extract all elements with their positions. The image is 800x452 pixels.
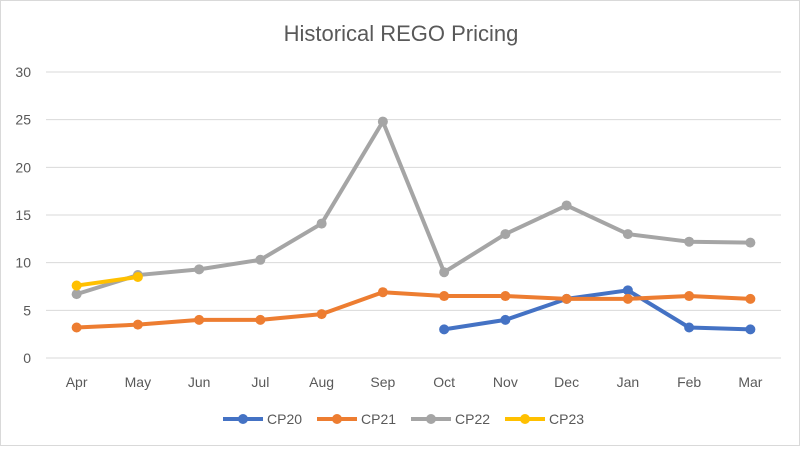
data-point-cp20 xyxy=(622,285,633,296)
series-line-cp23 xyxy=(76,274,139,288)
data-point-cp20 xyxy=(684,322,695,333)
legend-label: CP22 xyxy=(455,411,490,427)
data-point-cp21 xyxy=(684,291,695,302)
legend-marker xyxy=(332,414,342,424)
data-point-cp22 xyxy=(439,267,450,278)
data-point-cp21 xyxy=(316,309,327,320)
data-point-cp21 xyxy=(622,293,633,304)
data-point-cp22 xyxy=(377,116,388,127)
data-point-cp21 xyxy=(745,293,756,304)
data-point-cp22 xyxy=(255,254,266,265)
y-tick-label: 15 xyxy=(15,207,31,223)
x-tick-label: Apr xyxy=(66,374,88,390)
data-point-cp21 xyxy=(132,319,143,330)
data-point-cp22 xyxy=(316,218,327,229)
y-tick-label: 10 xyxy=(15,255,31,271)
data-point-cp20 xyxy=(500,314,511,325)
x-tick-label: Sep xyxy=(370,374,395,390)
data-point-cp21 xyxy=(255,314,266,325)
legend-label: CP20 xyxy=(267,411,302,427)
legend-label: CP23 xyxy=(549,411,584,427)
data-point-cp21 xyxy=(71,322,82,333)
y-tick-label: 5 xyxy=(23,302,31,318)
data-point-cp20 xyxy=(745,324,756,335)
chart-title: Historical REGO Pricing xyxy=(284,21,519,46)
data-point-cp22 xyxy=(622,229,633,240)
legend-label: CP21 xyxy=(361,411,396,427)
x-tick-label: Jul xyxy=(251,374,269,390)
legend-marker xyxy=(238,414,248,424)
data-point-cp21 xyxy=(194,314,205,325)
y-tick-label: 25 xyxy=(15,112,31,128)
data-point-cp21 xyxy=(377,287,388,298)
x-tick-label: Feb xyxy=(677,374,701,390)
x-tick-label: Aug xyxy=(309,374,334,390)
y-tick-label: 20 xyxy=(15,159,31,175)
x-tick-label: Jan xyxy=(617,374,640,390)
series-line-cp20 xyxy=(443,288,751,332)
x-tick-label: Jun xyxy=(188,374,211,390)
data-point-cp22 xyxy=(561,200,572,211)
data-point-cp22 xyxy=(71,289,82,300)
data-point-cp22 xyxy=(745,237,756,248)
x-tick-label: Oct xyxy=(433,374,455,390)
series-line-cp21 xyxy=(76,290,751,330)
x-tick-label: May xyxy=(125,374,151,390)
legend-marker xyxy=(520,414,530,424)
series-line-cp22 xyxy=(76,119,751,297)
y-tick-label: 0 xyxy=(23,350,31,366)
x-tick-label: Mar xyxy=(738,374,762,390)
data-point-cp23 xyxy=(71,280,82,291)
data-point-cp23 xyxy=(132,271,143,282)
legend-marker xyxy=(426,414,436,424)
x-tick-label: Dec xyxy=(554,374,579,390)
y-tick-label: 30 xyxy=(15,64,31,80)
data-point-cp20 xyxy=(439,324,450,335)
data-point-cp22 xyxy=(500,229,511,240)
data-point-cp21 xyxy=(500,291,511,302)
data-point-cp22 xyxy=(684,236,695,247)
x-tick-label: Nov xyxy=(493,374,518,390)
data-point-cp22 xyxy=(194,264,205,275)
data-point-cp21 xyxy=(439,291,450,302)
data-point-cp21 xyxy=(561,293,572,304)
